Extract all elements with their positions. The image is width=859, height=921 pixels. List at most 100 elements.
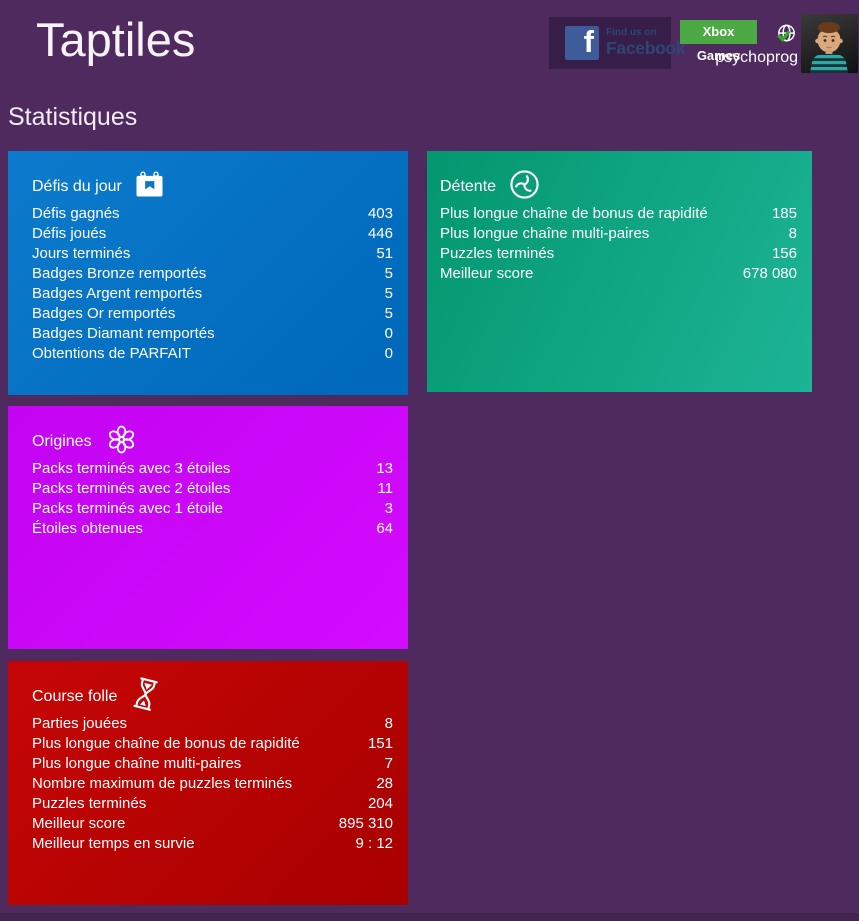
stat-row: Badges Argent remportés 5 bbox=[32, 284, 393, 304]
stat-label: Étoiles obtenues bbox=[32, 520, 143, 537]
stat-label: Packs terminés avec 3 étoiles bbox=[32, 460, 231, 477]
stat-value: 7 bbox=[384, 755, 393, 772]
stat-value: 0 bbox=[384, 345, 393, 362]
stat-label: Parties jouées bbox=[32, 715, 128, 732]
stat-label: Meilleur temps en survie bbox=[32, 835, 195, 852]
stat-row: Plus longue chaîne multi-paires 7 bbox=[32, 754, 393, 774]
tile-defis-du-jour: Défis du jour Défis gagnés 403 Défis jou… bbox=[8, 151, 408, 395]
stat-value: 151 bbox=[367, 735, 393, 752]
stat-value: 8 bbox=[384, 715, 393, 732]
stat-label: Puzzles terminés bbox=[32, 795, 147, 812]
tile-origines: Origines Packs terminés avec 3 étoiles bbox=[8, 406, 408, 649]
stat-label: Plus longue chaîne de bonus de rapidité bbox=[32, 735, 300, 752]
stat-value: 5 bbox=[384, 285, 393, 302]
stat-value: 5 bbox=[384, 265, 393, 282]
stat-row: Jours terminés 51 bbox=[32, 244, 393, 264]
stat-row: Parties jouées 8 bbox=[32, 714, 393, 734]
stat-row: Meilleur score 678 080 bbox=[440, 264, 797, 284]
stat-value: 156 bbox=[771, 245, 797, 262]
stat-label: Obtentions de PARFAIT bbox=[32, 345, 191, 362]
stat-value: 185 bbox=[771, 205, 797, 222]
swirl-icon bbox=[509, 169, 540, 205]
stat-value: 64 bbox=[376, 520, 393, 537]
stat-value: 8 bbox=[788, 225, 797, 242]
facebook-link-badge[interactable]: f Find us on Facebook bbox=[549, 17, 686, 69]
stat-rows: Packs terminés avec 3 étoiles 13 Packs t… bbox=[8, 458, 408, 539]
hourglass-icon bbox=[126, 674, 165, 719]
stat-label: Plus longue chaîne multi-paires bbox=[32, 755, 242, 772]
online-presence-globe-icon bbox=[775, 23, 798, 46]
stat-label: Plus longue chaîne de bonus de rapidité bbox=[440, 205, 708, 222]
stat-row: Badges Bronze remportés 5 bbox=[32, 264, 393, 284]
stat-row: Badges Or remportés 5 bbox=[32, 304, 393, 324]
stat-rows: Parties jouées 8 Plus longue chaîne de b… bbox=[8, 713, 408, 854]
stat-label: Plus longue chaîne multi-paires bbox=[440, 225, 650, 242]
stat-label: Nombre maximum de puzzles terminés bbox=[32, 775, 293, 792]
stat-value: 403 bbox=[367, 205, 393, 222]
stat-label: Badges Or remportés bbox=[32, 305, 176, 322]
stat-row: Meilleur temps en survie 9 : 12 bbox=[32, 834, 393, 854]
stat-label: Badges Argent remportés bbox=[32, 285, 203, 302]
avatar[interactable] bbox=[801, 14, 858, 73]
stat-row: Plus longue chaîne de bonus de rapidité … bbox=[440, 204, 797, 224]
stat-value: 13 bbox=[376, 460, 393, 477]
stat-value: 446 bbox=[367, 225, 393, 242]
stat-value: 28 bbox=[376, 775, 393, 792]
facebook-find-us-label: Find us on bbox=[606, 27, 657, 39]
stat-row: Nombre maximum de puzzles terminés 28 bbox=[32, 774, 393, 794]
stat-value: 11 bbox=[377, 480, 393, 497]
calendar-flag-icon bbox=[135, 170, 164, 203]
stat-row: Obtentions de PARFAIT 0 bbox=[32, 344, 393, 364]
stat-rows: Défis gagnés 403 Défis joués 446 Jours t… bbox=[8, 203, 408, 364]
stat-label: Badges Bronze remportés bbox=[32, 265, 207, 282]
stat-row: Badges Diamant remportés 0 bbox=[32, 324, 393, 344]
stat-label: Packs terminés avec 1 étoile bbox=[32, 500, 223, 517]
stat-label: Jours terminés bbox=[32, 245, 131, 262]
stat-row: Étoiles obtenues 64 bbox=[32, 519, 393, 539]
tile-header: Détente bbox=[427, 151, 812, 203]
stat-value: 895 310 bbox=[338, 815, 393, 832]
stat-value: 51 bbox=[376, 245, 393, 262]
tile-title: Origines bbox=[32, 432, 92, 450]
tile-header: Course folle bbox=[8, 661, 408, 713]
stat-row: Packs terminés avec 2 étoiles 11 bbox=[32, 479, 393, 499]
stat-value: 9 : 12 bbox=[355, 835, 393, 852]
stat-row: Puzzles terminés 204 bbox=[32, 794, 393, 814]
facebook-text: Find us on Facebook bbox=[606, 27, 686, 59]
stat-label: Défis joués bbox=[32, 225, 107, 242]
tile-detente: Détente Plus longue chaîne de bonus de r… bbox=[427, 151, 812, 392]
stat-value: 3 bbox=[384, 500, 393, 517]
gamertag-label[interactable]: psychoprog bbox=[715, 49, 798, 66]
tile-title: Détente bbox=[440, 177, 497, 195]
stat-label: Meilleur score bbox=[32, 815, 126, 832]
page-title: Statistiques bbox=[8, 103, 138, 131]
bottom-edge-strip bbox=[0, 913, 859, 921]
app-title: Taptiles bbox=[36, 13, 196, 66]
stat-value: 204 bbox=[367, 795, 393, 812]
stat-value: 0 bbox=[384, 325, 393, 342]
stat-row: Défis gagnés 403 bbox=[32, 204, 393, 224]
stat-value: 5 bbox=[384, 305, 393, 322]
facebook-brand-label: Facebook bbox=[606, 38, 686, 59]
tile-title: Défis du jour bbox=[32, 177, 122, 195]
stat-row: Packs terminés avec 3 étoiles 13 bbox=[32, 459, 393, 479]
tile-course-folle: Course folle Parties jouées 8 Plus longu… bbox=[8, 661, 408, 905]
stat-label: Puzzles terminés bbox=[440, 245, 555, 262]
stat-rows: Plus longue chaîne de bonus de rapidité … bbox=[427, 203, 812, 284]
stat-row: Défis joués 446 bbox=[32, 224, 393, 244]
stat-value: 678 080 bbox=[742, 265, 797, 282]
stat-label: Meilleur score bbox=[440, 265, 534, 282]
tile-header: Origines bbox=[8, 406, 408, 458]
stat-label: Défis gagnés bbox=[32, 205, 120, 222]
tile-header: Défis du jour bbox=[8, 151, 408, 203]
stat-row: Meilleur score 895 310 bbox=[32, 814, 393, 834]
flower-icon bbox=[105, 423, 138, 461]
stat-row: Packs terminés avec 1 étoile 3 bbox=[32, 499, 393, 519]
stat-row: Plus longue chaîne de bonus de rapidité … bbox=[32, 734, 393, 754]
facebook-f-letter: f bbox=[583, 26, 594, 59]
tile-title: Course folle bbox=[32, 687, 118, 705]
stat-row: Puzzles terminés 156 bbox=[440, 244, 797, 264]
stat-label: Badges Diamant remportés bbox=[32, 325, 215, 342]
stat-row: Plus longue chaîne multi-paires 8 bbox=[440, 224, 797, 244]
